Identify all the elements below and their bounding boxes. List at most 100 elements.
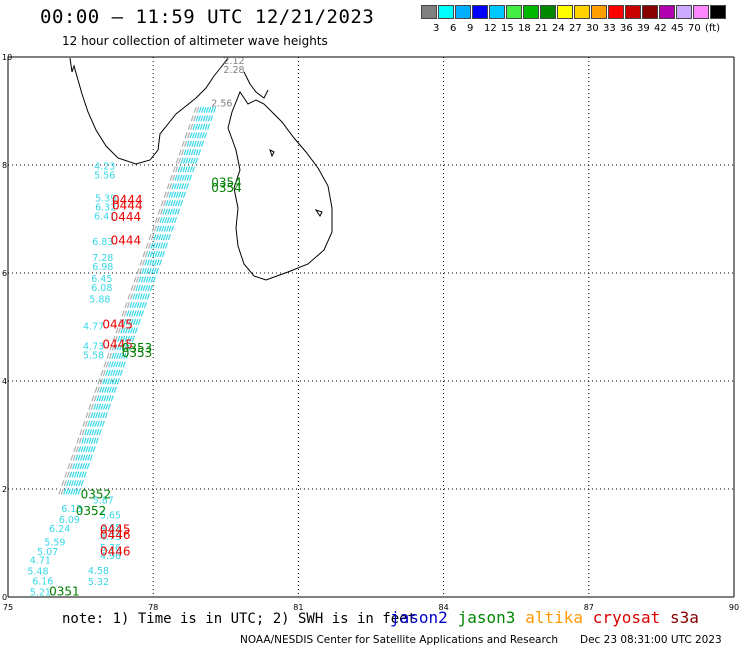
wave-height-label: 4.73: [83, 342, 104, 353]
map-subtitle: 12 hour collection of altimeter wave hei…: [62, 34, 328, 48]
pass-time-label: 0445: [100, 522, 131, 536]
india-east-coast: [243, 71, 269, 99]
satellite-track-band: [72, 105, 212, 495]
y-tick-label: 10: [2, 53, 12, 62]
wave-height-label: 6.32: [95, 202, 116, 213]
scale-label: 45: [671, 23, 684, 34]
x-tick-label: 81: [293, 603, 303, 612]
pass-time-label: 0353: [122, 341, 153, 355]
scale-label: 70: [688, 23, 701, 34]
pass-time-label: 0444: [111, 233, 142, 247]
scale-swatch: [659, 5, 675, 19]
wave-height-label: 6.98: [92, 262, 113, 273]
sri-lanka-outline: [227, 90, 333, 281]
scale-label: 30: [586, 23, 599, 34]
wave-height-label: 5.87: [93, 496, 114, 507]
wave-height-label: 5.59: [44, 538, 65, 549]
scale-swatch: [591, 5, 607, 19]
pass-time-label: 0444: [112, 193, 143, 207]
scale-swatch: [438, 5, 454, 19]
wave-height-label: 5.39: [95, 194, 116, 205]
wave-height-label: 6.83: [92, 237, 113, 248]
island-small-2: [314, 209, 323, 217]
scale-swatch: [676, 5, 692, 19]
pass-time-label: 0446: [100, 528, 131, 542]
satellite-legend-item: jason3: [457, 608, 516, 627]
wave-height-label: 5.32: [88, 577, 109, 588]
wave-height-label: 6.13: [61, 504, 82, 515]
satellite-track-band: [75, 105, 215, 495]
y-tick-label: 6: [2, 269, 7, 278]
scale-swatch: [608, 5, 624, 19]
scale-label: 21: [535, 23, 548, 34]
india-coastline: [69, 57, 229, 165]
wave-height-label: 5.65: [100, 511, 121, 522]
wave-height-label: 6.08: [91, 283, 112, 294]
wave-height-label: 6.45: [91, 274, 112, 285]
scale-label: 6: [450, 23, 457, 34]
x-tick-label: 90: [729, 603, 739, 612]
wave-height-label: 4.96: [100, 551, 121, 562]
wave-height-label: 5.56: [94, 171, 115, 182]
scale-swatch: [489, 5, 505, 19]
pass-time-label: 0353: [122, 346, 153, 360]
pass-time-label: 0352: [76, 504, 107, 518]
wave-height-label: 5.76: [100, 543, 121, 554]
wave-height-label: 5.21: [30, 587, 51, 598]
pass-time-label: 0444: [112, 198, 143, 212]
scale-label: 33: [603, 23, 616, 34]
scale-label: 3: [433, 23, 440, 34]
scale-label: (ft): [705, 23, 721, 34]
satellite-legend-item: s3a: [670, 608, 699, 627]
scale-swatch: [710, 5, 726, 19]
wave-height-label: 5.07: [37, 547, 58, 558]
wave-height-label: 5.48: [27, 566, 48, 577]
wave-height-label: 4.73: [100, 532, 121, 543]
satellite-track-band: [63, 105, 203, 495]
y-tick-label: 4: [2, 377, 7, 386]
wave-height-label: 4.23: [94, 161, 115, 172]
y-tick-label: 2: [2, 485, 7, 494]
scale-swatch: [472, 5, 488, 19]
scale-label: 15: [501, 23, 514, 34]
satellite-track-band: [77, 105, 217, 495]
scale-label: 39: [637, 23, 650, 34]
wave-height-label: 6.09: [59, 515, 80, 526]
scale-label: 36: [620, 23, 633, 34]
scale-label: 12: [484, 23, 497, 34]
pass-time-label: 0445: [102, 338, 133, 352]
scale-swatch: [625, 5, 641, 19]
satellite-track-band: [60, 105, 200, 495]
satellite-track-band: [58, 105, 198, 495]
x-tick-label: 75: [3, 603, 13, 612]
scale-label: 9: [467, 23, 474, 34]
scale-swatch: [421, 5, 437, 19]
data-labels: 4.235.56 5.396.326.41 6.83 7.286.986.456.08…: [27, 56, 244, 598]
satellite-track-band: [67, 105, 208, 495]
satellite-track-band: [70, 105, 210, 495]
map-title: 00:00 – 11:59 UTC 12/21/2023: [40, 6, 375, 28]
scale-swatch: [540, 5, 556, 19]
satellite-track-band: [65, 105, 205, 495]
wave-height-label: 5.88: [89, 295, 110, 306]
wave-height-label: 4.71: [30, 556, 51, 567]
wave-height-label: 4.65: [100, 523, 121, 534]
footer-date: Dec 23 08:31:00 UTC 2023: [580, 634, 722, 646]
scale-swatch: [523, 5, 539, 19]
scale-swatch: [455, 5, 471, 19]
x-tick-label: 84: [439, 603, 449, 612]
scale-label: 27: [569, 23, 582, 34]
wave-height-label: 6.16: [32, 577, 53, 588]
x-tick-label: 87: [584, 603, 594, 612]
scale-swatch: [506, 5, 522, 19]
scale-label: 42: [654, 23, 667, 34]
pass-time-label: 0446: [100, 544, 131, 558]
scale-swatch: [557, 5, 573, 19]
x-tick-label: 78: [148, 603, 158, 612]
wave-height-label: 4.77: [83, 322, 104, 333]
wave-height-label: 2.12: [223, 56, 244, 67]
y-tick-label: 0: [2, 593, 7, 602]
scale-label: 24: [552, 23, 565, 34]
units-note: note: 1) Time is in UTC; 2) SWH is in fe…: [62, 611, 417, 627]
